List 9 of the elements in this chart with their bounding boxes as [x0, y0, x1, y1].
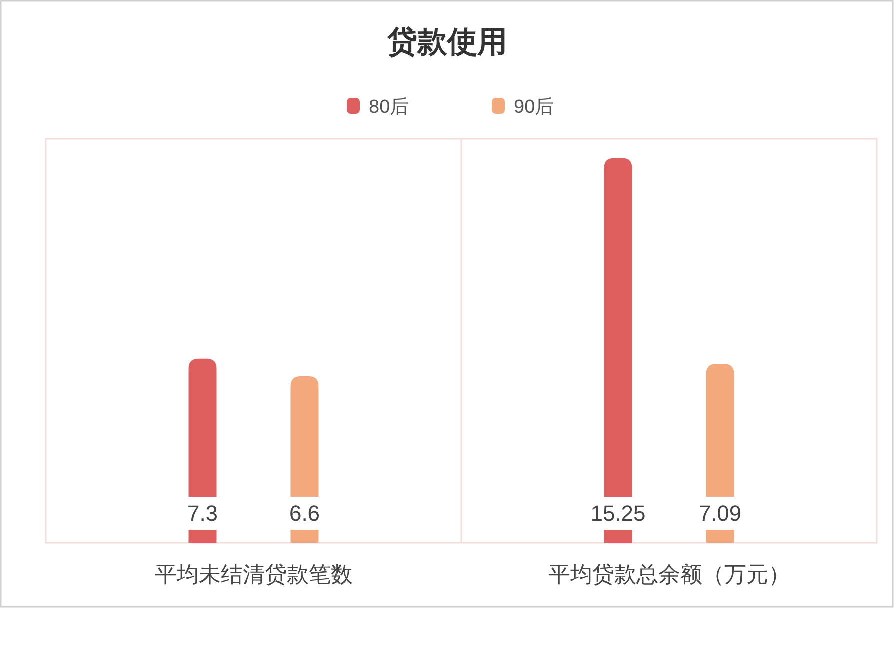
data-label: 7.3: [187, 501, 218, 526]
chart-title: 贷款使用: [386, 26, 508, 59]
data-label: 7.09: [698, 501, 742, 526]
data-label: 15.25: [590, 501, 646, 526]
data-label: 6.6: [289, 501, 320, 526]
legend-label: 80后: [369, 97, 410, 118]
x-tick-label: 平均贷款总余额（万元）: [548, 562, 790, 587]
x-tick-label: 平均未结清贷款笔数: [154, 562, 353, 587]
legend-label: 90后: [514, 97, 554, 118]
